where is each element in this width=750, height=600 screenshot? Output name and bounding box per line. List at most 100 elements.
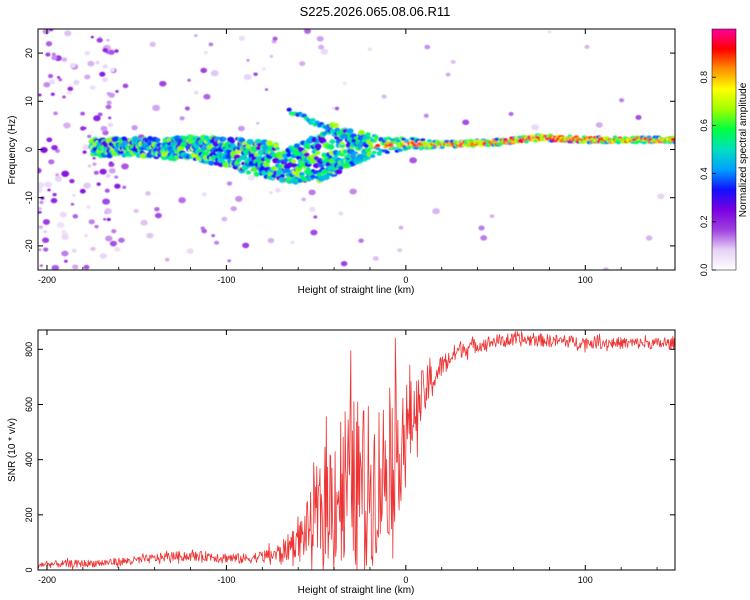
- snr-frame: [37, 329, 676, 571]
- spectral-blob: [114, 49, 119, 53]
- spectral-blob: [193, 34, 198, 38]
- spectral-blob: [478, 225, 485, 231]
- spectral-blob: [67, 86, 74, 92]
- spectral-blob: [282, 158, 289, 163]
- spectral-blob: [261, 67, 266, 71]
- y-tick-label: 20: [24, 48, 34, 58]
- spectral-blob: [84, 234, 88, 237]
- spectral-blob: [239, 154, 248, 161]
- spectral-blob: [237, 125, 245, 132]
- spectral-blob: [42, 237, 50, 243]
- spectral-blob: [61, 234, 69, 241]
- y-tick-label: 0: [24, 147, 34, 152]
- spectral-blob: [301, 197, 306, 202]
- spectral-blob: [102, 130, 109, 136]
- snr-x-label: Height of straight line (km): [298, 585, 415, 596]
- spectral-blob: [253, 171, 260, 177]
- colorbar-gradient: [711, 28, 737, 271]
- spectral-blob: [230, 206, 237, 212]
- spectral-blob: [114, 183, 121, 189]
- x-tick-label: -100: [217, 575, 235, 585]
- y-tick-label: 600: [24, 397, 34, 412]
- spectral-blob: [152, 104, 161, 112]
- spectral-blob: [253, 72, 258, 76]
- spectral-blob: [480, 235, 488, 241]
- spectral-blob: [370, 154, 376, 158]
- spectral-blob: [73, 79, 80, 85]
- spectral-blob: [46, 137, 53, 143]
- spectral-blob: [131, 125, 138, 131]
- spectral-blob: [71, 248, 77, 253]
- spectral-blob: [318, 44, 325, 50]
- spectral-blob: [346, 128, 354, 134]
- spectral-blob: [61, 57, 68, 62]
- spectral-blob: [56, 222, 65, 229]
- spectral-blob: [93, 115, 101, 122]
- spectral-blob: [45, 41, 53, 47]
- spectral-blob: [80, 126, 86, 131]
- spectral-blob: [238, 137, 246, 143]
- spectral-blob: [122, 83, 129, 89]
- spectral-blob: [159, 80, 167, 87]
- spectral-blob: [314, 143, 322, 150]
- spectral-blob: [645, 235, 653, 241]
- spectral-blob: [316, 36, 324, 42]
- spectral-blob: [619, 98, 625, 103]
- spectral-blob: [108, 49, 115, 55]
- spectral-blob: [329, 139, 336, 144]
- colorbar-tick-label: 0.6: [699, 119, 709, 132]
- spectral-blob: [82, 144, 90, 151]
- spectral-blob: [340, 260, 348, 267]
- spectral-blob: [106, 217, 111, 222]
- spectral-blob: [368, 144, 374, 148]
- spectrogram-x-label: Height of straight line (km): [298, 285, 415, 296]
- spectral-blob: [269, 191, 273, 195]
- spectral-blob: [87, 60, 95, 67]
- y-tick-label: -10: [24, 191, 34, 204]
- spectral-blob: [297, 178, 303, 183]
- spectral-blob: [245, 170, 252, 175]
- spectral-blob: [286, 107, 292, 112]
- spectral-blob: [603, 267, 609, 270]
- spectral-blob: [235, 195, 243, 202]
- spectral-blob: [69, 178, 75, 184]
- spectral-blob: [96, 182, 101, 186]
- spectral-blob: [246, 58, 250, 62]
- spectral-blob: [584, 44, 590, 49]
- spectral-blob: [334, 106, 340, 111]
- spectral-blob: [226, 181, 233, 186]
- spectral-blob: [48, 29, 54, 32]
- spectral-blob: [58, 78, 63, 82]
- spectral-blob: [104, 208, 112, 215]
- spectral-blob: [48, 159, 55, 165]
- spectral-blob: [432, 208, 440, 215]
- spectral-blob: [145, 191, 151, 196]
- spectral-blob: [38, 225, 44, 229]
- spectral-blob: [38, 167, 42, 174]
- spectral-blob: [102, 47, 109, 53]
- spectral-blob: [310, 174, 316, 179]
- spectral-blob: [109, 161, 113, 165]
- spectral-blob: [99, 168, 107, 175]
- spectral-blob: [238, 35, 246, 41]
- spectral-blob: [38, 182, 45, 189]
- spectral-blob: [385, 150, 390, 154]
- spectral-blob: [423, 113, 429, 118]
- spectral-blob: [254, 153, 260, 157]
- spectral-blob: [375, 144, 381, 148]
- spectral-blob: [322, 174, 330, 181]
- spectral-blob: [61, 170, 70, 177]
- spectral-blob: [40, 147, 48, 153]
- spectral-blob: [51, 144, 58, 151]
- spectral-blob: [105, 235, 113, 242]
- spectral-blob: [274, 187, 281, 193]
- spectral-blob: [118, 237, 125, 243]
- spectral-blob: [424, 44, 431, 50]
- y-tick-label: 10: [24, 96, 34, 106]
- x-tick-label: 100: [578, 275, 593, 285]
- spectral-blob: [164, 257, 170, 262]
- spectral-blob: [404, 139, 410, 143]
- spectral-blob: [367, 47, 373, 51]
- spectral-blob: [375, 147, 381, 151]
